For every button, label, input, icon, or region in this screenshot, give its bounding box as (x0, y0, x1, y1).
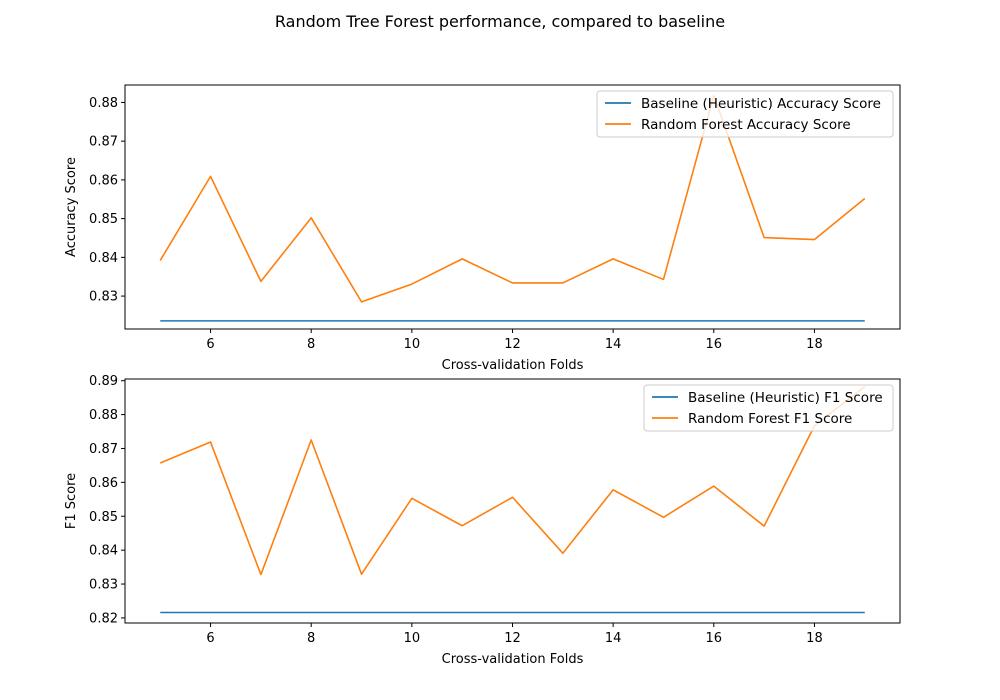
y-tick-label: 0.85 (89, 510, 118, 525)
x-tick-label: 6 (206, 337, 214, 352)
legend: Baseline (Heuristic) Accuracy Score Rando… (596, 90, 894, 138)
x-tick-label: 8 (307, 631, 315, 646)
series-line-random-forest (159, 385, 866, 576)
y-axis-label: Accuracy Score (64, 157, 79, 257)
y-tick-label: 0.87 (89, 135, 118, 150)
y-tick-label: 0.88 (89, 408, 118, 423)
y-tick-label: 0.83 (89, 290, 118, 305)
legend-label: Baseline (Heuristic) Accuracy Score (641, 96, 881, 112)
x-tick-label: 16 (706, 337, 723, 352)
x-tick-label: 6 (206, 631, 214, 646)
x-tick-label: 8 (307, 337, 315, 352)
x-tick-label: 18 (806, 337, 823, 352)
y-tick-label: 0.85 (89, 212, 118, 227)
legend-label: Baseline (Heuristic) F1 Score (688, 390, 883, 406)
x-tick-label: 14 (605, 337, 622, 352)
y-tick-label: 0.84 (89, 544, 118, 559)
figure-title: Random Tree Forest performance, compared… (275, 12, 725, 31)
legend-box (643, 384, 894, 432)
y-tick-label: 0.88 (89, 96, 118, 111)
x-tick-label: 10 (404, 631, 421, 646)
plot-frame (124, 84, 901, 330)
x-tick-label: 12 (504, 337, 521, 352)
legend-label: Random Forest Accuracy Score (641, 117, 851, 133)
legend: Baseline (Heuristic) F1 Score Random Fore… (643, 384, 894, 432)
x-axis-label: Cross-validation Folds (442, 652, 584, 667)
x-tick-label: 18 (806, 631, 823, 646)
y-tick-label: 0.86 (89, 173, 118, 188)
x-axis-label: Cross-validation Folds (442, 358, 584, 373)
y-tick-label: 0.89 (89, 374, 118, 389)
y-tick-label: 0.86 (89, 476, 118, 491)
y-axis-label: F1 Score (64, 473, 79, 529)
accuracy-chart: 6 8 10 12 14 16 18 0.83 0.84 0.85 0.86 0.87 0.88 Cros… (64, 84, 901, 373)
x-tick-label: 12 (504, 631, 521, 646)
series-line-random-forest (159, 94, 866, 303)
legend-box (596, 90, 894, 138)
y-tick-label: 0.87 (89, 442, 118, 457)
legend-label: Random Forest F1 Score (688, 411, 852, 427)
y-tick-label: 0.82 (89, 611, 118, 626)
x-tick-label: 14 (605, 631, 622, 646)
x-tick-label: 16 (706, 631, 723, 646)
f1-chart: 6 8 10 12 14 16 18 0.82 0.83 0.84 0.85 0.86 0.87 0.88… (64, 374, 901, 667)
plot-frame (124, 378, 901, 624)
y-tick-label: 0.83 (89, 578, 118, 593)
x-tick-label: 10 (404, 337, 421, 352)
y-tick-label: 0.84 (89, 251, 118, 266)
